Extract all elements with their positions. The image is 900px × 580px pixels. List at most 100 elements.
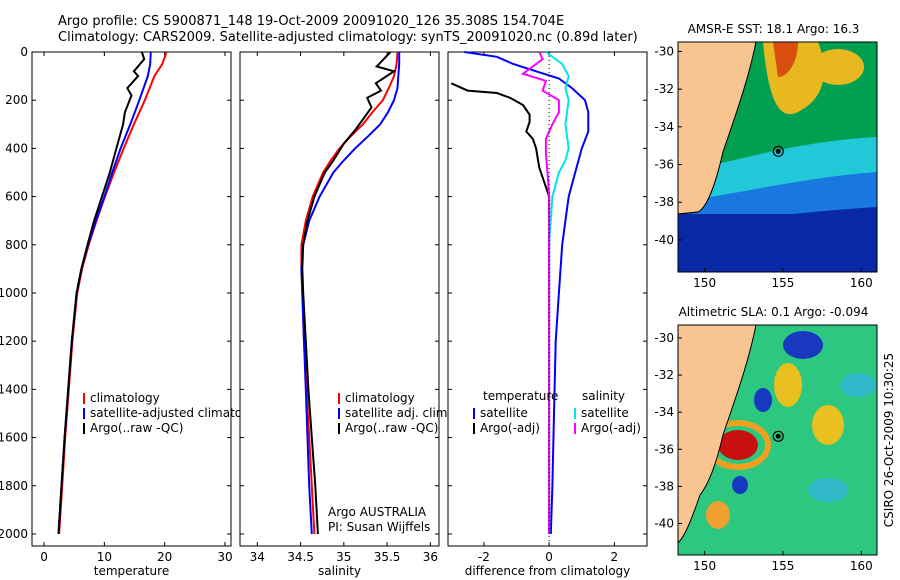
difference-xlabel: difference from climatology (465, 564, 631, 578)
coastline-south (678, 211, 699, 215)
temperature-legend-title: temperature (483, 389, 558, 403)
sla-low-eddy (732, 476, 748, 494)
temperature-xlabel: temperature (94, 564, 169, 578)
argo-credit-line1: Argo AUSTRALIA (328, 505, 427, 519)
sst_map-ytick-label: -38 (654, 195, 674, 209)
sla_map-xtick-label: 150 (693, 559, 716, 573)
depth-tick-label: 800 (5, 238, 28, 252)
salinity-xtick-label: 36 (423, 550, 438, 564)
salinity-xlabel: salinity (318, 564, 361, 578)
figure-title-line1: Argo profile: CS 5900871_148 19-Oct-2009… (58, 14, 565, 29)
difference-axes-frame (447, 51, 648, 547)
sla-high-region (812, 405, 844, 445)
salinity-diff-legend-item: satellite (581, 406, 629, 420)
tasman-cold-water (678, 214, 877, 272)
sst_map-ytick-label: -40 (654, 233, 674, 247)
salinity-legend-item: Argo(..raw -QC) (345, 421, 438, 435)
sst_map-title: AMSR-E SST: 18.1 Argo: 16.3 (688, 22, 860, 36)
temperature-legend-item: climatology (90, 391, 160, 405)
sla_map-panel: 150 155 160 -30 -32 -34 -36 -38 -40 Altimetric SL… (654, 305, 878, 573)
sla-low-region (840, 373, 876, 397)
depth-tick-label: 1200 (0, 334, 28, 348)
temperature-xtick-label: 0 (40, 550, 48, 564)
sst_map-frame (677, 41, 878, 273)
salinity-axes-frame (239, 51, 440, 547)
sla-high-eddy (718, 430, 758, 460)
sla-low-region (808, 478, 848, 502)
depth-tick-label: 1400 (0, 382, 28, 396)
sla_map-xtick-label: 155 (772, 559, 795, 573)
sla_map-ytick-label: -40 (654, 516, 674, 530)
salinity-series-1 (300, 52, 401, 535)
temperature-diff-legend-item: Argo(-adj) (480, 421, 540, 435)
temperature-xtick-label: 20 (157, 550, 172, 564)
depth-tick-label: 1800 (0, 479, 28, 493)
difference-xtick-label: -2 (478, 550, 490, 564)
argo-float-marker-dot (775, 148, 781, 154)
difference-xtick-label: 2 (611, 550, 619, 564)
sla_map-ytick-label: -30 (654, 331, 674, 345)
depth-tick-label: 400 (5, 141, 28, 155)
sla_map-ytick-label: -36 (654, 442, 674, 456)
argo-float-marker (772, 145, 784, 157)
difference-xtick-label: 0 (545, 550, 553, 564)
temperature-series-2 (57, 51, 146, 535)
argo-float-marker (772, 430, 784, 442)
sst_map-ytick-label: -36 (654, 158, 674, 172)
salinity-xtick-label: 35.5 (374, 550, 401, 564)
sst_map-land (678, 42, 757, 215)
sla_map-ytick-label: -34 (654, 405, 674, 419)
sla-low-eddy (783, 331, 823, 359)
sla_map-field (678, 325, 877, 555)
temperature-xtick-label: 10 (97, 550, 112, 564)
sla_map-land (678, 325, 757, 544)
depth-tick-label: 1000 (0, 286, 28, 300)
salinity-panel: 34 34.5 35 35.5 36 salinity climatologysatelli… (239, 51, 451, 578)
sla_map-ytick-label: -38 (654, 479, 674, 493)
sst-warm-eddy (812, 49, 864, 85)
sla_map-ytick-label: -32 (654, 368, 674, 382)
sla_map-title: Altimetric SLA: 0.1 Argo: -0.094 (679, 305, 869, 319)
sla-high-region (774, 363, 802, 407)
sst_map-panel: 150 155 160 -30 -32 -34 -36 -38 -40 AMSR-E SST: 1… (654, 22, 878, 290)
sst_map-ytick-label: -30 (654, 44, 674, 58)
salinity-legend-item: climatology (345, 391, 415, 405)
depth-tick-label: 1600 (0, 431, 28, 445)
temperature-xtick-label: 30 (217, 550, 232, 564)
salinity-diff-legend-item: Argo(-adj) (581, 421, 641, 435)
sla-high-region (706, 501, 730, 529)
depth-tick-label: 200 (5, 93, 28, 107)
depth-tick-label: 600 (5, 190, 28, 204)
salinity-xtick-label: 34.5 (287, 550, 314, 564)
sst_map-field (678, 42, 877, 272)
figure-title-line2: Climatology: CARS2009. Satellite-adjuste… (58, 30, 638, 45)
sla-low-eddy (754, 388, 772, 412)
sla_map-xtick-label: 160 (850, 559, 873, 573)
timestamp-label: CSIRO 26-Oct-2009 10:30:25 (882, 353, 896, 527)
salinity-legend-title: salinity (582, 389, 625, 403)
salinity-series-2 (301, 51, 397, 535)
salinity-xtick-label: 34 (250, 550, 265, 564)
difference-series-3 (520, 51, 560, 534)
sst_map-xtick-label: 160 (850, 276, 873, 290)
sst_map-ytick-label: -32 (654, 82, 674, 96)
depth-tick-label: 2000 (0, 527, 28, 541)
temperature-axes-frame (31, 51, 232, 547)
argo-float-marker-dot (775, 433, 781, 439)
temperature-legend-item: satellite-adjusted climatology (90, 406, 268, 420)
salinity-legend-item: satellite adj. clim. (345, 406, 451, 420)
sst_map-ytick-label: -34 (654, 120, 674, 134)
sst_map-xtick-label: 155 (772, 276, 795, 290)
temperature-panel: 0 10 20 30 0 200 400 600 800 1000 1200 1400 1600 1800… (0, 45, 268, 578)
difference-series-0 (464, 51, 590, 535)
salinity-xtick-label: 35 (336, 550, 351, 564)
argo-credit-line2: PI: Susan Wijffels (328, 520, 430, 534)
sst-hot-core (773, 42, 798, 77)
depth-tick-label: 0 (20, 45, 28, 59)
difference-series-2 (545, 51, 570, 534)
sst_map-xtick-label: 150 (693, 276, 716, 290)
sla_map-frame (677, 324, 878, 556)
temperature-legend-item: Argo(..raw -QC) (90, 421, 183, 435)
